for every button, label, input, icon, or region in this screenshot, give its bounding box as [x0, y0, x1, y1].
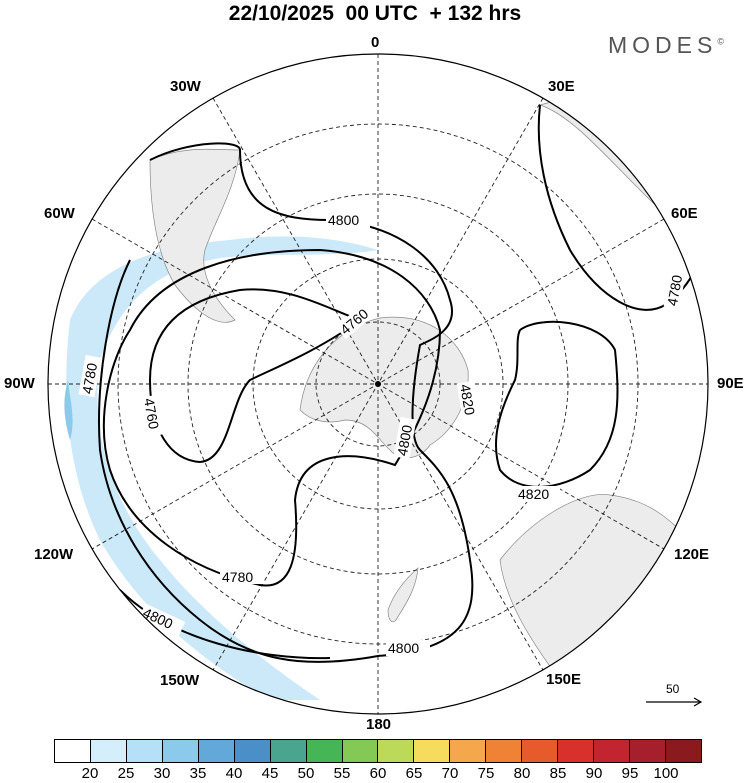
- colorbar-cell: [270, 740, 307, 762]
- contour-label: 4800: [328, 212, 359, 228]
- contour-4800-north: [98, 142, 474, 663]
- colorbar-tick-label: 30: [153, 765, 171, 782]
- brand-logo: MODES©: [608, 32, 724, 59]
- lon-label-120w: 120W: [34, 546, 74, 563]
- colorbar-cell: [450, 740, 487, 762]
- colorbar-tick-label: 25: [117, 765, 135, 782]
- colorbar: [54, 739, 702, 763]
- colorbar-tick-label: 60: [369, 765, 387, 782]
- colorbar-cell: [198, 740, 235, 762]
- vector-key: 50: [644, 680, 706, 720]
- colorbar-cell: [414, 740, 451, 762]
- colorbar-cell: [594, 740, 630, 762]
- colorbar-tick-label: 80: [513, 765, 531, 782]
- colorbar-cell: [486, 740, 523, 762]
- colorbar-cell: [234, 740, 271, 762]
- wind-shading-core: [64, 380, 73, 440]
- colorbar-tick-label: 90: [585, 765, 603, 782]
- colorbar-tick-label: 50: [297, 765, 315, 782]
- contour-lines: [98, 104, 696, 663]
- south-pole-marker: [375, 381, 381, 387]
- colorbar-cell: [126, 740, 163, 762]
- vector-key-label: 50: [666, 682, 680, 696]
- lon-label-60w: 60W: [44, 205, 75, 222]
- contour-4800-southwest: [119, 589, 331, 660]
- lon-label-90w: 90W: [4, 375, 35, 392]
- contour-4760-inner: [149, 288, 363, 464]
- lon-label-30w: 30W: [170, 78, 201, 95]
- lon-label-90e: 90E: [717, 375, 744, 392]
- brand-mark: ©: [717, 36, 724, 47]
- lon-label-150w: 150W: [160, 672, 200, 689]
- landmass-south-america: [149, 148, 241, 323]
- colorbar-tick-label: 85: [549, 765, 567, 782]
- lon-label-60e: 60E: [671, 205, 698, 222]
- contour-label: 4760: [141, 397, 162, 431]
- wind-shading-band: [66, 236, 378, 700]
- colorbar-cell: [342, 740, 379, 762]
- lon-label-180: 180: [366, 716, 392, 733]
- contour-label-group: 4800 4760 4780 4760 4780 4800 4800 4820 …: [78, 212, 687, 656]
- landmass-australia: [499, 494, 691, 681]
- colorbar-labels: 20 25 30 35 40 45 50 55 60 65 70 75 80 85 90 95 100: [0, 765, 750, 783]
- colorbar-tick-label: 35: [189, 765, 207, 782]
- contour-4780: [102, 248, 442, 587]
- colorbar-cell: [522, 740, 559, 762]
- colorbar-cell: [55, 740, 91, 762]
- contour-label: 4780: [222, 569, 253, 585]
- lon-label-120e: 120E: [674, 546, 710, 563]
- colorbar-tick-label: 95: [621, 765, 639, 782]
- colorbar-cell: [665, 740, 701, 762]
- colorbar-tick-label: 70: [441, 765, 459, 782]
- colorbar-cell: [630, 740, 666, 762]
- landmass-new-zealand: [387, 567, 419, 623]
- contour-label: 4780: [79, 361, 100, 395]
- contour-4820-east: [494, 320, 619, 488]
- colorbar-tick-label: 45: [261, 765, 279, 782]
- contour-label: 4800: [394, 423, 415, 457]
- colorbar-tick-label: 55: [333, 765, 351, 782]
- colorbar-tick-label: 65: [405, 765, 423, 782]
- colorbar-tick-label: 20: [81, 765, 99, 782]
- contour-label: 4780: [664, 273, 685, 307]
- colorbar-tick-label: 75: [477, 765, 495, 782]
- lon-label-150e: 150E: [546, 671, 582, 688]
- colorbar-cell: [558, 740, 595, 762]
- contour-label: 4800: [388, 640, 419, 656]
- contour-label: 4820: [457, 383, 478, 417]
- lon-label-0: 0: [371, 34, 380, 51]
- map-border: [47, 53, 709, 715]
- vector-key-arrow-icon: [646, 697, 703, 707]
- colorbar-tick-label: 40: [225, 765, 243, 782]
- contour-label: 4820: [518, 486, 549, 502]
- colorbar-cell: [378, 740, 415, 762]
- map-title: 22/10/2025 00 UTC + 132 hrs: [228, 2, 522, 25]
- brand-name: MODES: [608, 32, 718, 58]
- polar-map: 4800 4760 4780 4760 4780 4800 4800 4820 …: [47, 53, 709, 715]
- colorbar-cell: [90, 740, 127, 762]
- lon-label-30e: 30E: [548, 78, 575, 95]
- colorbar-tick-label: 100: [653, 765, 679, 782]
- colorbar-cell: [306, 740, 343, 762]
- colorbar-cell: [162, 740, 199, 762]
